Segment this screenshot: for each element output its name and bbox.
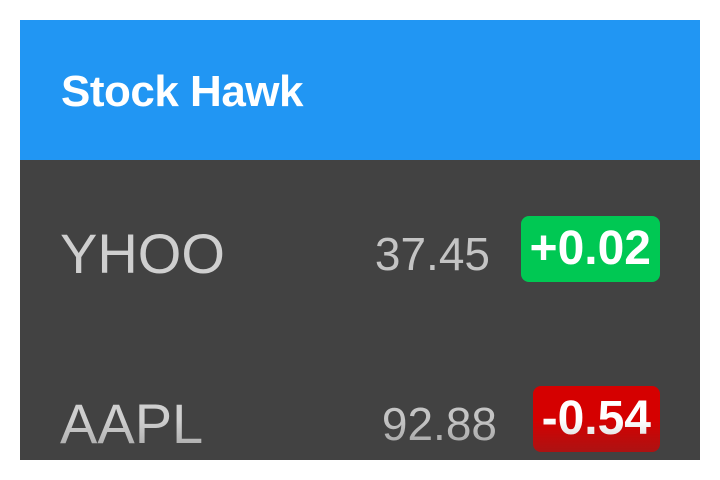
stock-price: 37.45 bbox=[374, 228, 490, 280]
stock-change-badge[interactable]: -0.54 bbox=[532, 386, 660, 452]
stock-symbol: YHOO bbox=[60, 222, 225, 285]
stock-row-yhoo[interactable]: YHOO 37.45 +0.02 bbox=[20, 160, 700, 320]
stock-change-badge[interactable]: +0.02 bbox=[520, 216, 660, 282]
stock-row-aapl[interactable]: AAPL 92.88 -0.54 bbox=[20, 330, 700, 460]
app-title: Stock Hawk bbox=[61, 67, 303, 116]
app-bar: Stock Hawk bbox=[20, 20, 700, 160]
stock-price: 92.88 bbox=[381, 398, 497, 450]
stock-list[interactable]: YHOO 37.45 +0.02 AAPL 92.88 -0.54 bbox=[20, 160, 700, 460]
stock-symbol: AAPL bbox=[60, 392, 204, 455]
app-screen: Stock Hawk YHOO 37.45 +0.02 AAPL 92.88 -… bbox=[20, 20, 700, 460]
